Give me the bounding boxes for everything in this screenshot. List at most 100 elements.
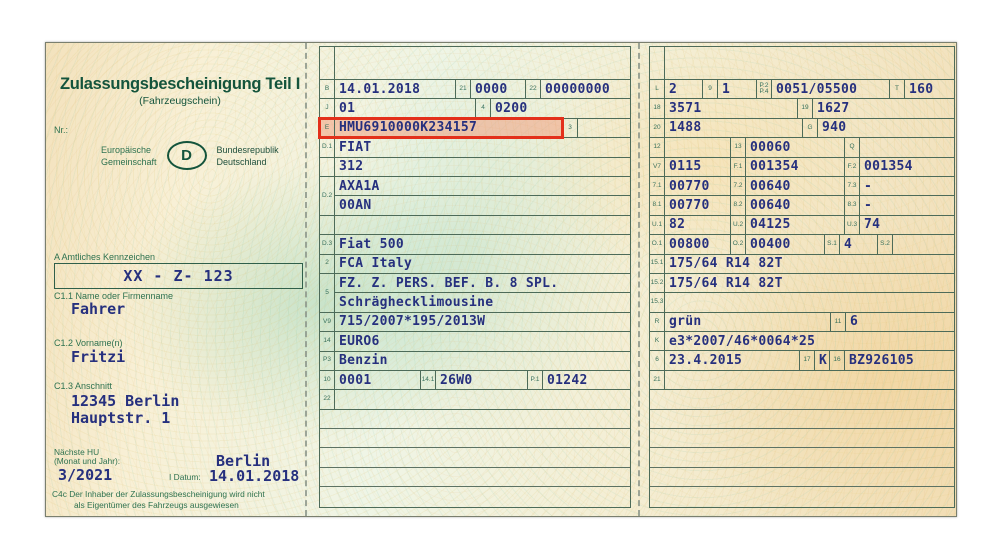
field-cell-22: 22 [320,390,630,409]
date-label: I Datum: [169,472,201,482]
field-cell-6: 6 23.4.2015 [650,351,799,370]
field-label-R: R [650,312,665,332]
field-value-text: e3*2007/46*0064*25 [669,333,816,349]
firstname-label: C1.2 Vorname(n) [54,338,123,348]
field-cell-Q: Q [844,138,954,157]
plate-label: A Amtliches Kennzeichen [54,252,156,262]
field-label-blank [320,215,335,235]
table-row: 8.1 00770 8.2 00640 8.3- [650,196,954,216]
field-value-text: 160 [909,81,934,97]
field-label-V9: V9 [320,312,335,332]
field-cell-O.1: O.1 00800 [650,235,730,254]
address-line2: Hauptstr. 1 [71,409,171,427]
table-row: O.1 00800 O.2 00400 S.1 4 S.2 [650,235,954,255]
field-cell-S.1: S.1 4 [824,235,877,254]
table-row: D.1 FIAT [320,138,630,158]
table-row: V9 715/2007*195/2013W [320,312,630,333]
field-cell-J: J 01 [320,99,475,118]
field-value-text: 1488 [669,120,702,136]
table-row: P3 Benzin [320,351,630,371]
field-label-14: 14 [320,332,335,351]
empty-ruled-line [320,410,630,430]
empty-ruled-line [320,468,630,488]
empty-ruled-line [320,429,630,449]
field-cell-16: 16 BZ926105 [829,351,954,370]
field-value-text: FCA Italy [339,256,413,272]
field-cell-22: 22 00000000 [525,80,630,99]
field-cell-S.2: S.2 [877,235,954,254]
field-cell-B: B 14.01.2018 [320,80,455,99]
field-cell-2: 2 FCA Italy [320,254,630,273]
field-label-19: 19 [798,99,813,118]
field-label-22: 22 [320,390,335,409]
field-label-22: 22 [526,80,541,99]
field-value-text: 26W0 [440,372,473,388]
field-value-text: AXA1A [339,178,380,194]
field-value: Schräghecklimousine [335,292,630,311]
field-value-text: 1 [722,81,731,97]
plate-box: XX - Z- 123 [54,263,303,289]
c4c-note-line1: C4c Der Inhaber der Zulassungsbescheinig… [52,489,265,499]
field-label-O.2: O.2 [731,235,746,254]
double-value-stack: AXA1A 00AN [335,177,630,215]
field-value-text: 001354 [864,159,913,175]
field-cell-19: 19 1627 [797,99,954,118]
field-label-20: 20 [650,118,665,138]
field-value-text: 01242 [547,372,588,388]
field-cell-F.2: F.2 001354 [844,157,954,176]
field-cell-8.3: 8.3- [844,196,954,215]
field-label-Q: Q [845,138,860,157]
field-label-8.2: 8.2 [731,196,746,215]
document-title: Zulassungsbescheinigung Teil I [59,75,301,93]
field-value-text: 0001 [339,372,372,388]
field-label-S.1: S.1 [825,235,840,254]
field-label-D.3: D.3 [320,235,335,254]
field-cell-14: 14 EURO6 [320,332,630,351]
field-cell-15.3: 15.3 [650,293,954,312]
owner-name-value: Fahrer [71,300,126,318]
field-value-text: - [864,198,873,214]
field-value-text: Fiat 500 [339,236,405,252]
address-label: C1.3 Anschnitt [54,381,113,391]
document-subtitle: (Fahrzeugschein) [139,95,221,107]
field-cell-21: 21 0000 [455,80,525,99]
field-label-8.3: 8.3 [845,196,860,215]
field-label-15.2: 15.2 [650,273,665,293]
table-row: L 2 9 1 P.2 P.4 0051/05500 T 160 [650,80,954,100]
table-row: E HMU6910000K234157 3 [318,116,630,140]
table-row: 12 13 00060 Q [650,138,954,158]
field-label-U.3: U.3 [845,215,860,235]
empty-ruled-line [650,487,954,506]
table-row: U.1 82 U.2 04125 U.3 74 [650,215,954,236]
firstname-value: Fritzi [71,348,126,366]
field-label-D.1: D.1 [320,138,335,157]
field-cell-8.2: 8.2 00640 [730,196,844,215]
field-label-21: 21 [650,370,665,390]
plate-value: XX - Z- 123 [123,267,234,285]
field-value-text: 00060 [750,139,791,155]
field-value-text: FIAT [339,139,372,155]
table-row: B 14.01.2018 21 0000 22 00000000 [320,80,630,100]
field-label-K: K [650,332,665,351]
field-value: FZ. Z. PERS. BEF. B. 8 SPL. [335,274,630,292]
field-cell-7.2: 7.2 00640 [730,176,844,196]
field-cell-15.2: 15.2 175/64 R14 82T [650,273,954,293]
table-row: 15.1 175/64 R14 82T [650,254,954,274]
field-cell-U.1: U.1 82 [650,215,730,235]
vehicle-data-table-right: L 2 9 1 P.2 P.4 0051/05500 T 160 18 3571 19 1627 20 14… [649,46,955,508]
field-value-text: HMU6910000K234157 [339,120,478,136]
field-cell-20: 20 1488 [650,118,802,138]
field-label-7.3: 7.3 [845,176,860,196]
field-cell-15.1: 15.1 175/64 R14 82T [650,254,954,273]
field-cell-7.3: 7.3- [844,176,954,196]
table-row: D.2 AXA1A 00AN [320,176,630,216]
field-value-text: 00770 [669,178,710,194]
table-row: V7 0115 F.1 001354 F.2 001354 [650,157,954,177]
field-label-11: 11 [831,312,846,332]
field-value-text: 2 [669,81,678,97]
field-label-6: 6 [650,351,665,370]
field-cell-blank [320,215,630,235]
field-cell-17: 17 K [799,351,829,370]
